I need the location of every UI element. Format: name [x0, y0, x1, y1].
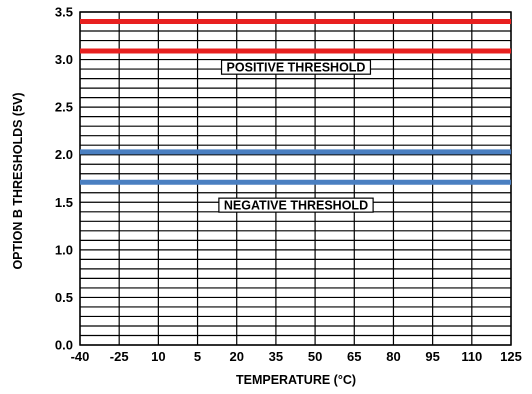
y-tick-label: 2.0 [55, 147, 73, 162]
y-tick-label: 3.0 [55, 52, 73, 67]
y-tick-label: 2.5 [55, 100, 73, 115]
x-tick-label: 50 [308, 349, 322, 364]
y-tick-label: 3.5 [55, 5, 73, 20]
annotations: POSITIVE THRESHOLD NEGATIVE THRESHOLD [218, 59, 374, 213]
series-lines [80, 19, 511, 185]
x-tick-label: -40 [71, 349, 90, 364]
x-axis-title: TEMPERATURE (°C) [236, 373, 356, 387]
x-tick-label: -25 [110, 349, 129, 364]
plot-frame [79, 11, 512, 346]
annotation-label-2: NEGATIVE THRESHOLD [224, 199, 368, 213]
y-tick-label: 1.0 [55, 242, 73, 257]
annotation-box-1 [220, 59, 372, 75]
x-tick-label: 125 [500, 349, 522, 364]
x-tick-label: 10 [151, 349, 165, 364]
x-tick-label: 65 [347, 349, 361, 364]
x-tick-label: 95 [425, 349, 439, 364]
grid [79, 11, 512, 346]
y-tick-label: 0.5 [55, 290, 73, 305]
annotation-box-2 [218, 197, 374, 213]
y-axis-title: OPTION B THRESHOLDS (5V) [11, 92, 25, 269]
x-tick-label: 20 [229, 349, 243, 364]
x-tick-label: 5 [194, 349, 201, 364]
annotation-label-1: POSITIVE THRESHOLD [227, 61, 366, 75]
y-tick-label: 1.5 [55, 195, 73, 210]
tick-labels: 0.0 0.5 1.0 1.5 2.0 2.5 3.0 3.5 -40 -25 10 5 20 35 50 6… [55, 5, 522, 365]
x-tick-label: 80 [386, 349, 400, 364]
x-tick-label: 110 [461, 349, 482, 364]
x-tick-label: 35 [269, 349, 283, 364]
y-tick-label: 0.0 [55, 338, 73, 353]
